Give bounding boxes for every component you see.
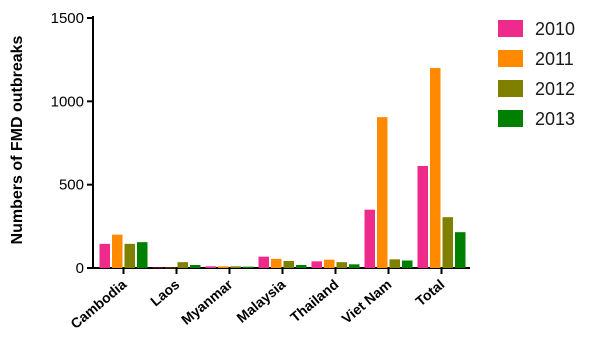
category-label: Thailand: [287, 276, 341, 325]
legend-swatch-2012: [498, 80, 523, 97]
bar-2010-thailand: [311, 261, 322, 268]
bar-2013-myanmar: [243, 266, 254, 268]
legend-swatch-2011: [498, 50, 523, 67]
bar-2010-malaysia: [258, 256, 269, 268]
bar-2013-laos: [190, 265, 201, 268]
bar-2012-laos: [177, 262, 188, 268]
y-tick-label: 1500: [51, 10, 84, 27]
y-tick-label: 0: [76, 260, 84, 277]
bar-2012-cambodia: [124, 243, 135, 268]
bar-2012-total: [442, 217, 453, 268]
category-label: Malaysia: [233, 276, 288, 326]
bar-2010-viet-nam: [364, 209, 375, 268]
bar-2013-viet-nam: [402, 260, 413, 268]
axes: [92, 16, 470, 269]
legend-swatch-2013: [498, 110, 523, 127]
bars: [99, 68, 466, 269]
category-labels: Cambodia LaosMyanmarMalaysiaThailandViet …: [67, 268, 447, 332]
legend-label-2013: 2013: [535, 109, 575, 129]
legend-label-2012: 2012: [535, 79, 575, 99]
category-label: Cambodia: [67, 276, 129, 332]
legend: 2010 2011 2012 2013: [498, 19, 575, 129]
y-tick-label: 1000: [51, 93, 84, 110]
bar-2011-malaysia: [271, 258, 282, 268]
bar-2011-viet-nam: [377, 117, 388, 269]
bar-2013-thailand: [349, 264, 360, 268]
y-tick-label: 500: [59, 177, 84, 194]
bar-2012-thailand: [336, 262, 347, 268]
bar-2013-malaysia: [296, 265, 307, 268]
bar-2010-total: [417, 166, 428, 268]
category-label: Viet Nam: [338, 276, 394, 327]
category-label: Myanmar: [178, 276, 236, 328]
bar-2011-total: [430, 68, 441, 268]
bar-2011-thailand: [324, 259, 335, 268]
category-label: Laos: [147, 276, 182, 309]
bar-2010-laos: [152, 267, 163, 269]
bar-2013-cambodia: [137, 242, 148, 268]
bar-2011-myanmar: [218, 266, 229, 268]
legend-swatch-2010: [498, 20, 523, 37]
legend-label-2011: 2011: [535, 49, 574, 69]
y-axis-title: Numbers of FMD outbreaks: [9, 35, 26, 244]
bar-2011-cambodia: [112, 234, 123, 268]
bar-2013-total: [455, 232, 466, 268]
y-ticks: 0 500 1000 1500: [51, 10, 93, 277]
category-label: Total: [412, 276, 447, 309]
bar-2010-cambodia: [99, 243, 110, 268]
bar-2010-myanmar: [205, 266, 216, 268]
bar-2011-laos: [165, 267, 176, 269]
legend-label-2010: 2010: [535, 19, 575, 39]
bar-2012-malaysia: [283, 261, 294, 268]
bar-2012-viet-nam: [389, 259, 400, 268]
bar-2012-myanmar: [230, 266, 241, 268]
